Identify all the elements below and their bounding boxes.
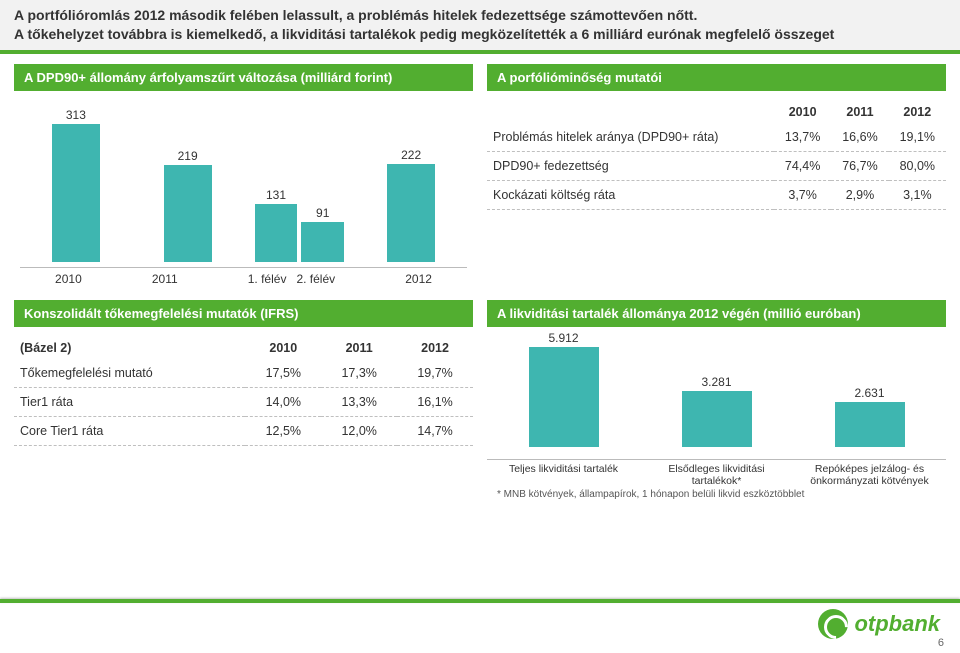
table-header: 2010	[245, 337, 321, 359]
portfolio-quality-table: 201020112012Problémás hitelek aránya (DP…	[487, 101, 946, 210]
xaxis-label: 1. félév 2. félév	[248, 272, 335, 286]
table-header: 2011	[831, 101, 888, 123]
table-cell: 17,5%	[245, 359, 321, 388]
table-cell: Tőkemegfelelési mutató	[14, 359, 245, 388]
page-number: 6	[938, 637, 944, 649]
liquidity-bar-chart: 5.912 3.281 2.631 Teljes likviditási tarta…	[487, 337, 946, 487]
table-cell: 14,0%	[245, 387, 321, 416]
bar-value-label: 131	[266, 188, 286, 202]
table-row: Kockázati költség ráta3,7%2,9%3,1%	[487, 180, 946, 209]
table-cell: 3,7%	[774, 180, 831, 209]
chart-xaxis: Teljes likviditási tartalék Elsődleges li…	[487, 459, 946, 487]
panel-title: Konszolidált tőkemegfelelési mutatók (IF…	[14, 300, 473, 327]
top-row: A DPD90+ állomány árfolyamszűrt változás…	[14, 64, 946, 286]
brand-logo: otpbank	[818, 609, 940, 639]
table-cell: Tier1 ráta	[14, 387, 245, 416]
chart-bar: 5.912	[529, 347, 599, 447]
xaxis-label: 2010	[55, 272, 82, 286]
table-cell: 19,7%	[397, 359, 473, 388]
slide-header: A portfólióromlás 2012 második felében l…	[0, 0, 960, 54]
table-cell: 76,7%	[831, 151, 888, 180]
table-cell: 16,6%	[831, 123, 888, 152]
bar-group: 222	[366, 164, 455, 262]
table-cell: 12,5%	[245, 416, 321, 445]
chart-bar: 313	[52, 124, 100, 262]
table-header: 2012	[889, 101, 946, 123]
panel-dpd90-chart: A DPD90+ állomány árfolyamszűrt változás…	[14, 64, 473, 286]
table-cell: 13,3%	[321, 387, 397, 416]
table-header: 2011	[321, 337, 397, 359]
table-cell: 19,1%	[889, 123, 946, 152]
table-row: Problémás hitelek aránya (DPD90+ ráta)13…	[487, 123, 946, 152]
bar-value-label: 3.281	[701, 375, 731, 389]
slide-content: A DPD90+ állomány árfolyamszűrt változás…	[0, 54, 960, 500]
table-row: Core Tier1 ráta12,5%12,0%14,7%	[14, 416, 473, 445]
panel-liquidity-reserve: A likviditási tartalék állománya 2012 vé…	[487, 300, 946, 500]
table-cell: DPD90+ fedezettség	[487, 151, 774, 180]
xaxis-label: Elsődleges likviditási tartalékok*	[648, 463, 786, 487]
chart-bar: 91	[301, 222, 344, 262]
table-cell: Problémás hitelek aránya (DPD90+ ráta)	[487, 123, 774, 152]
chart-bar: 219	[164, 165, 212, 262]
xaxis-label: 2011	[152, 272, 178, 286]
table-cell: 80,0%	[889, 151, 946, 180]
bar-value-label: 2.631	[854, 386, 884, 400]
capital-adequacy-table: (Bázel 2)201020112012Tőkemegfelelési mut…	[14, 337, 473, 446]
table-header: 2010	[774, 101, 831, 123]
bar-group: 13191	[255, 204, 344, 262]
bar-group: 219	[143, 165, 232, 262]
table-cell: 14,7%	[397, 416, 473, 445]
panel-title: A porfólióminőség mutatói	[487, 64, 946, 91]
table-cell: 17,3%	[321, 359, 397, 388]
table-cell: Kockázati költség ráta	[487, 180, 774, 209]
chart-bar: 3.281	[682, 391, 752, 447]
bottom-row: Konszolidált tőkemegfelelési mutatók (IF…	[14, 300, 946, 500]
table-cell: 13,7%	[774, 123, 831, 152]
table-cell: Core Tier1 ráta	[14, 416, 245, 445]
chart-bar: 131	[255, 204, 298, 262]
panel-title: A DPD90+ állomány árfolyamszűrt változás…	[14, 64, 473, 91]
table-row: Tier1 ráta14,0%13,3%16,1%	[14, 387, 473, 416]
bar-group: 313	[31, 124, 120, 262]
bar-value-label: 219	[178, 149, 198, 163]
table-header: (Bázel 2)	[14, 337, 245, 359]
bar-value-label: 222	[401, 148, 421, 162]
table-cell: 16,1%	[397, 387, 473, 416]
footer-accent-line	[0, 599, 960, 603]
table-header	[487, 101, 774, 123]
bar-value-label: 91	[316, 206, 329, 220]
brand-name: otpbank	[854, 611, 940, 637]
liquidity-footnote: * MNB kötvények, állampapírok, 1 hónapon…	[487, 489, 946, 500]
chart-bar: 2.631	[835, 402, 905, 447]
bar-value-label: 313	[66, 108, 86, 122]
table-cell: 2,9%	[831, 180, 888, 209]
panel-portfolio-quality: A porfólióminőség mutatói 201020112012Pr…	[487, 64, 946, 286]
table-cell: 74,4%	[774, 151, 831, 180]
header-line-2: A tőkehelyzet továbbra is kiemelkedő, a …	[14, 25, 946, 44]
panel-capital-adequacy: Konszolidált tőkemegfelelési mutatók (IF…	[14, 300, 473, 500]
panel-title: A likviditási tartalék állománya 2012 vé…	[487, 300, 946, 327]
xaxis-label: Teljes likviditási tartalék	[495, 463, 633, 487]
header-line-1: A portfólióromlás 2012 második felében l…	[14, 6, 946, 25]
slide-footer: otpbank 6	[0, 599, 960, 653]
bar-value-label: 5.912	[548, 331, 578, 345]
table-row: Tőkemegfelelési mutató17,5%17,3%19,7%	[14, 359, 473, 388]
xaxis-label: Repóképes jelzálog- és önkormányzati köt…	[801, 463, 939, 487]
table-cell: 3,1%	[889, 180, 946, 209]
chart-xaxis: 2010 2011 1. félév 2. félév 2012	[20, 267, 467, 286]
table-row: DPD90+ fedezettség74,4%76,7%80,0%	[487, 151, 946, 180]
table-header: 2012	[397, 337, 473, 359]
otp-logo-icon	[818, 609, 848, 639]
dpd90-bar-chart: 31321913191222 201020111. félév 2. félév…	[20, 101, 467, 286]
table-cell: 12,0%	[321, 416, 397, 445]
xaxis-label: 2012	[405, 272, 432, 286]
chart-bar: 222	[387, 164, 435, 262]
